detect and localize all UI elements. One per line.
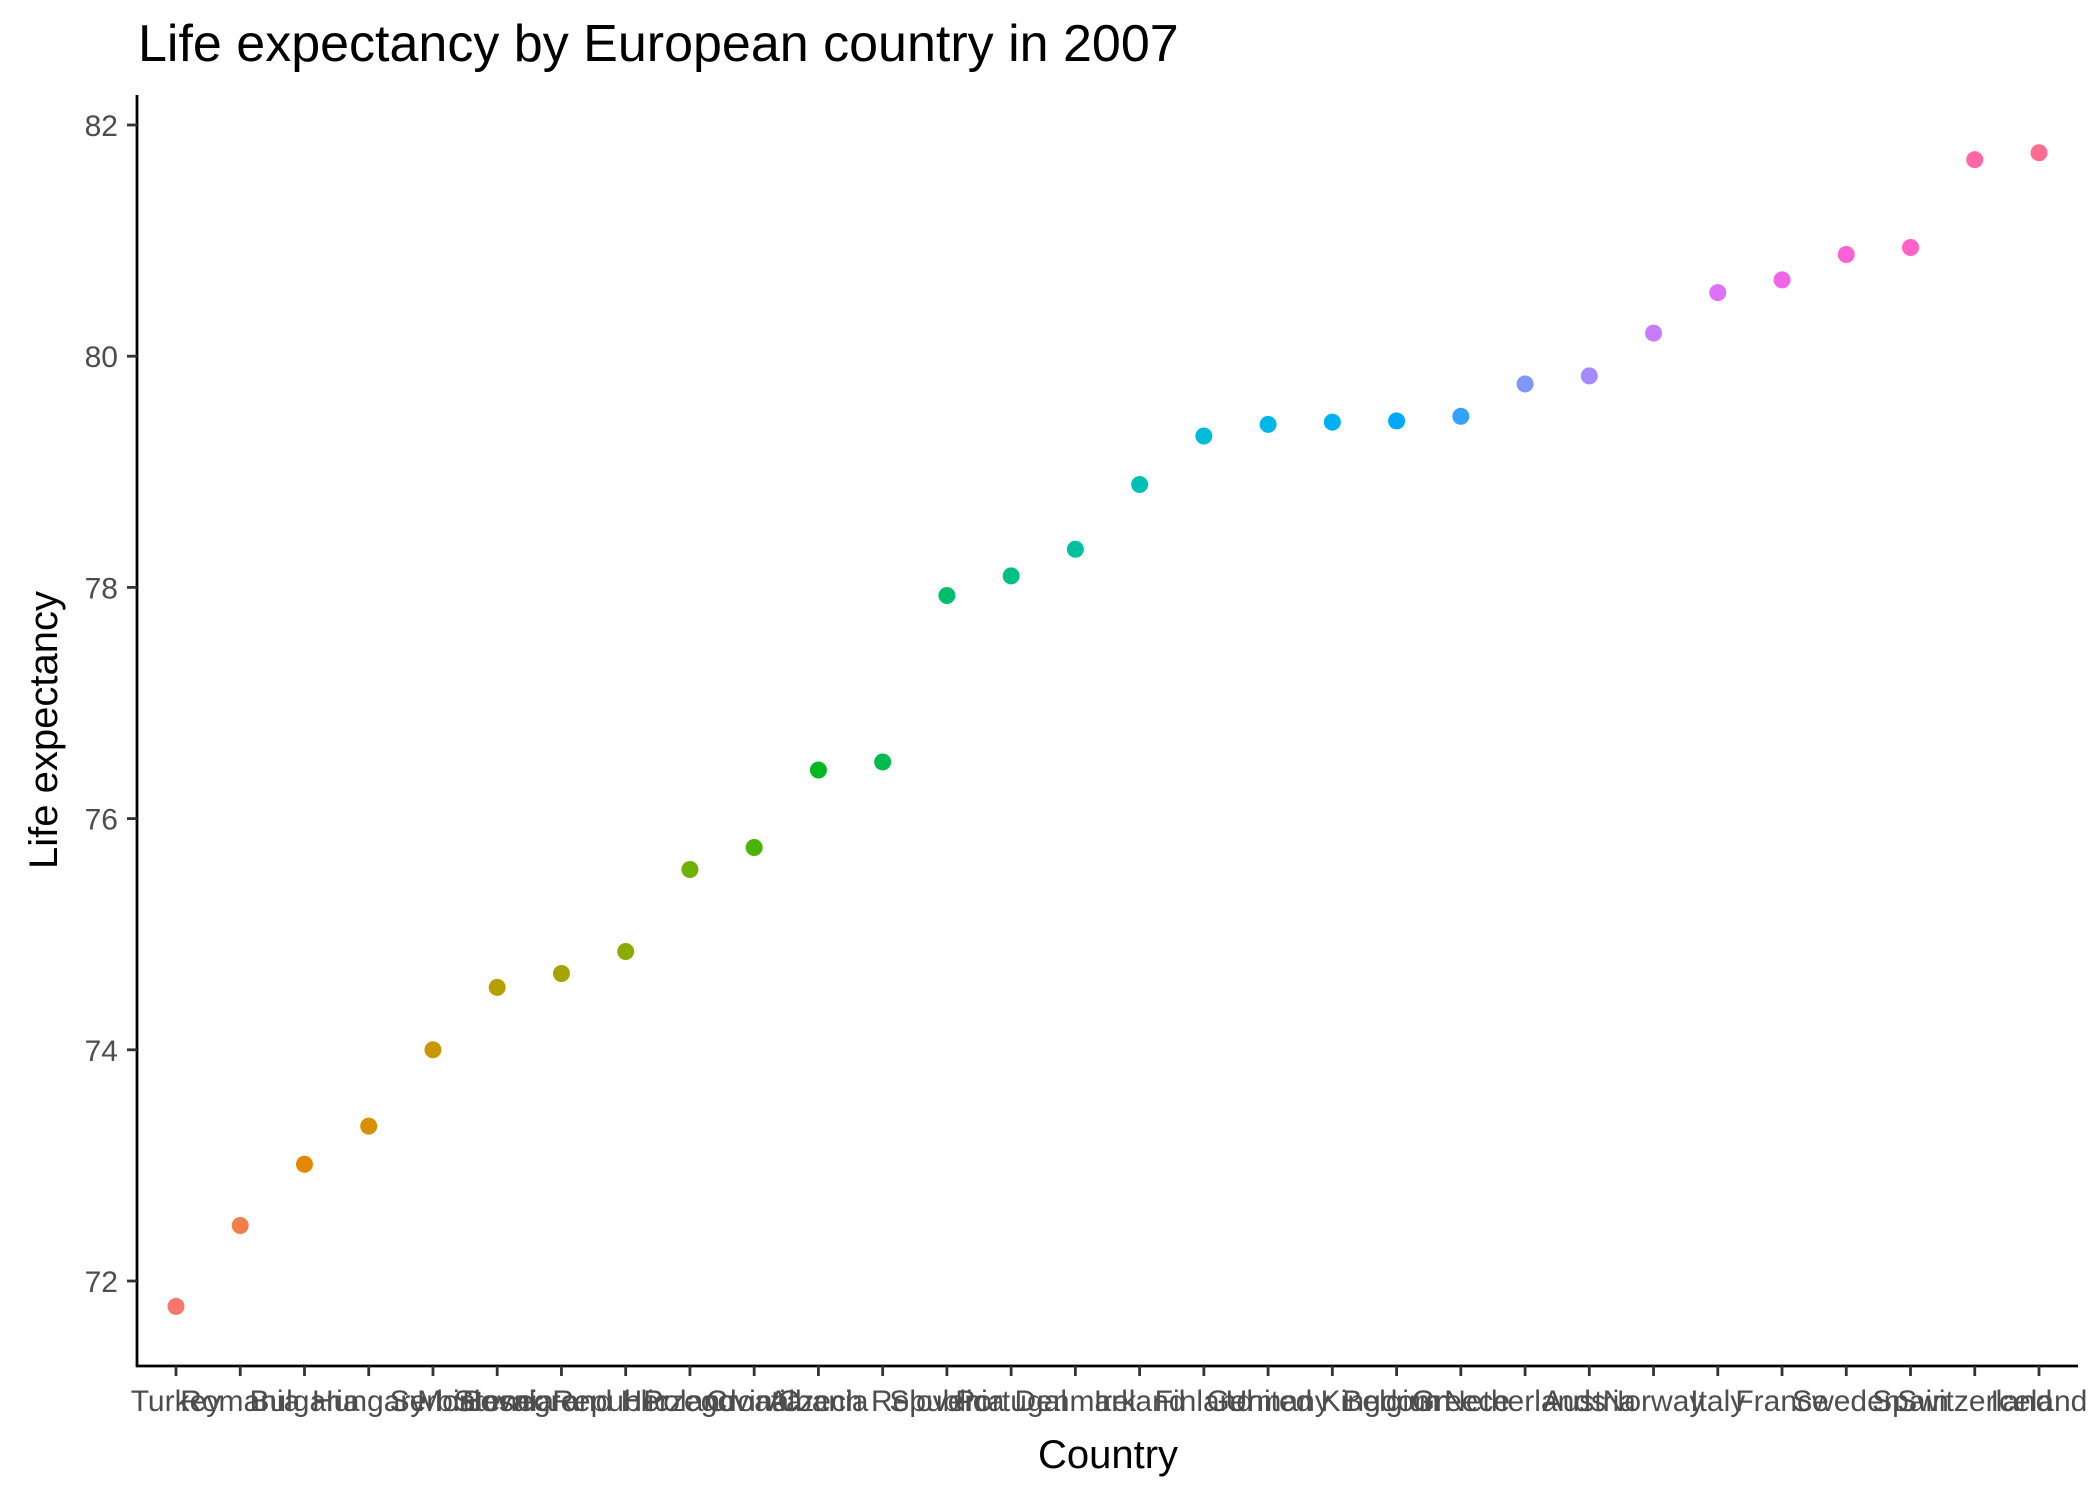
x-tick-label-finland: Finland [1155, 1385, 1253, 1418]
data-point-italy [1709, 284, 1727, 302]
y-tick-label-80: 80 [85, 341, 118, 374]
data-point-slovenia [938, 586, 956, 604]
x-tick-label-iceland: Iceland [1991, 1385, 2088, 1418]
data-point-croatia [745, 839, 763, 856]
x-tick-label-poland: Poland [643, 1385, 736, 1418]
x-tick-label-portugal: Portugal [955, 1385, 1067, 1418]
data-point-united-kingdom [1323, 413, 1341, 431]
data-point-austria [1580, 367, 1598, 385]
data-point-turkey [167, 1297, 185, 1315]
data-point-france [1773, 271, 1791, 289]
x-tick-label-slovenia: Slovenia [889, 1385, 1004, 1418]
y-tick-label-78: 78 [85, 572, 118, 605]
x-tick-label-serbia: Serbia [390, 1385, 477, 1418]
data-point-netherlands [1516, 375, 1534, 393]
data-point-portugal [1002, 567, 1020, 585]
x-tick-label-sweden: Sweden [1792, 1385, 1900, 1418]
data-point-albania [809, 761, 827, 779]
x-tick-label-italy: Italy [1690, 1385, 1745, 1418]
x-tick-label-denmark: Denmark [1015, 1385, 1138, 1418]
x-tick-label-turkey: Turkey [131, 1385, 222, 1418]
data-point-germany [1259, 415, 1277, 433]
data-point-bosnia-and-herzegovina [617, 943, 635, 961]
x-tick-label-austria: Austria [1543, 1385, 1637, 1418]
chart-title: Life expectancy by European country in 2… [138, 15, 1179, 73]
data-point-hungary [360, 1117, 378, 1135]
x-tick-label-czech-republic: Czech Republic [778, 1385, 988, 1418]
data-points [167, 144, 2048, 1315]
x-tick-label-bosnia-and-herzegovina: Bosnia and Herzegovina [462, 1385, 789, 1418]
data-point-bulgaria [295, 1155, 313, 1173]
y-axis-title: Life expectancy [22, 591, 66, 869]
data-point-belgium [1388, 412, 1406, 430]
data-point-iceland [2030, 144, 2048, 162]
data-point-switzerland [1966, 151, 1984, 169]
data-point-czech-republic [874, 753, 892, 771]
x-tick-label-norway: Norway [1603, 1385, 1705, 1418]
data-point-romania [231, 1217, 249, 1235]
data-point-norway [1645, 324, 1663, 342]
x-tick-label-albania: Albania [768, 1385, 868, 1418]
x-tick-label-hungary: Hungary [312, 1385, 425, 1418]
data-point-poland [681, 860, 699, 878]
x-tick-label-croatia: Croatia [706, 1385, 803, 1418]
data-point-greece [1452, 407, 1470, 425]
x-tick-label-spain: Spain [1872, 1385, 1949, 1418]
x-tick-label-montenegro: Montenegro [417, 1385, 577, 1418]
x-tick-label-romania: Romania [180, 1385, 300, 1418]
x-tick-label-germany: Germany [1206, 1385, 1329, 1418]
x-tick-label-switzerland: Switzerland [1897, 1385, 2052, 1418]
x-tick-label-ireland: Ireland [1094, 1385, 1186, 1418]
data-point-spain [1902, 239, 1920, 257]
data-point-ireland [1131, 476, 1149, 494]
y-ticks: 72 74 76 78 80 82 [85, 110, 137, 1299]
x-tick-label-bulgaria: Bulgaria [249, 1385, 359, 1418]
y-tick-label-82: 82 [85, 110, 118, 143]
data-point-serbia [424, 1041, 442, 1059]
y-tick-label-72: 72 [85, 1266, 118, 1299]
y-tick-label-74: 74 [85, 1035, 118, 1068]
y-tick-label-76: 76 [85, 804, 118, 837]
x-ticks: TurkeyRomaniaBulgariaHungarySerbiaMonten… [131, 1366, 2088, 1418]
data-point-slovak-republic [552, 965, 570, 983]
x-tick-label-greece: Greece [1412, 1385, 1510, 1418]
x-tick-label-netherlands: Netherlands [1444, 1385, 1606, 1418]
x-tick-label-france: France [1735, 1385, 1828, 1418]
data-point-denmark [1066, 540, 1084, 558]
data-point-montenegro [488, 978, 506, 996]
x-tick-label-belgium: Belgium [1342, 1385, 1450, 1418]
x-tick-label-slovak-republic: Slovak Republic [454, 1385, 669, 1418]
data-point-finland [1195, 427, 1213, 445]
x-tick-label-united-kingdom: United Kingdom [1226, 1385, 1439, 1418]
x-axis-title: Country [1038, 1433, 1178, 1477]
data-point-sweden [1837, 245, 1855, 263]
